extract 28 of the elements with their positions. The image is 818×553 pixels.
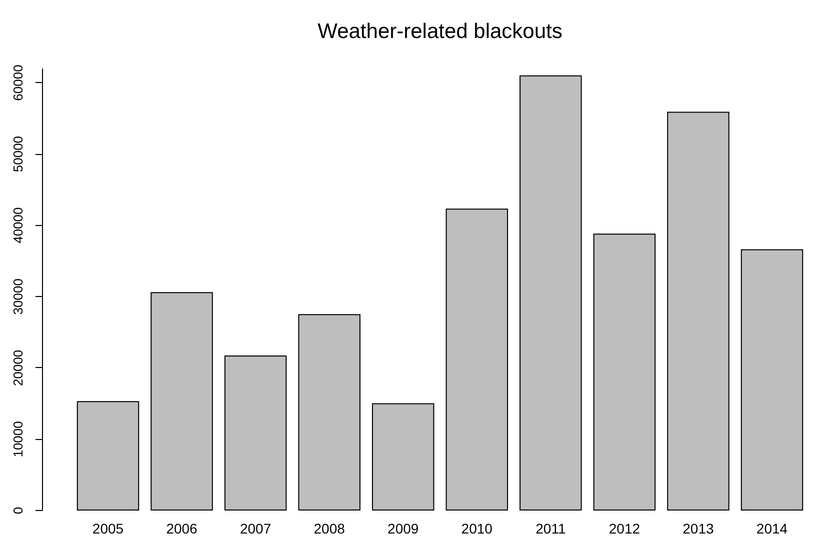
x-tick-label: 2006 xyxy=(166,520,198,536)
chart-title: Weather-related blackouts xyxy=(318,20,562,44)
bar xyxy=(372,403,434,510)
bar xyxy=(224,356,287,510)
y-tick-label: 50000 xyxy=(10,136,26,172)
y-tick-label: 0 xyxy=(10,506,26,514)
x-tick-label: 2012 xyxy=(608,520,640,536)
y-tick-label: 60000 xyxy=(10,64,26,101)
bar xyxy=(298,314,360,510)
x-tick-label: 2014 xyxy=(756,520,788,536)
bar xyxy=(740,249,804,510)
bar xyxy=(593,234,656,510)
bar xyxy=(520,75,582,510)
bar xyxy=(667,112,730,510)
x-tick-label: 2009 xyxy=(388,520,419,536)
x-tick-label: 2011 xyxy=(536,520,566,536)
bar xyxy=(446,208,508,510)
x-tick-label: 2008 xyxy=(314,520,346,536)
y-tick-label: 40000 xyxy=(10,207,26,244)
bar xyxy=(76,401,140,510)
y-tick-label: 10000 xyxy=(10,421,26,458)
x-tick-label: 2005 xyxy=(92,520,124,536)
y-tick-label: 30000 xyxy=(10,278,26,315)
x-tick-label: 2007 xyxy=(240,520,272,536)
bar xyxy=(150,292,213,510)
x-tick-label: 2013 xyxy=(682,520,714,536)
y-tick-label: 20000 xyxy=(10,350,26,386)
x-tick-label: 2010 xyxy=(461,520,493,536)
